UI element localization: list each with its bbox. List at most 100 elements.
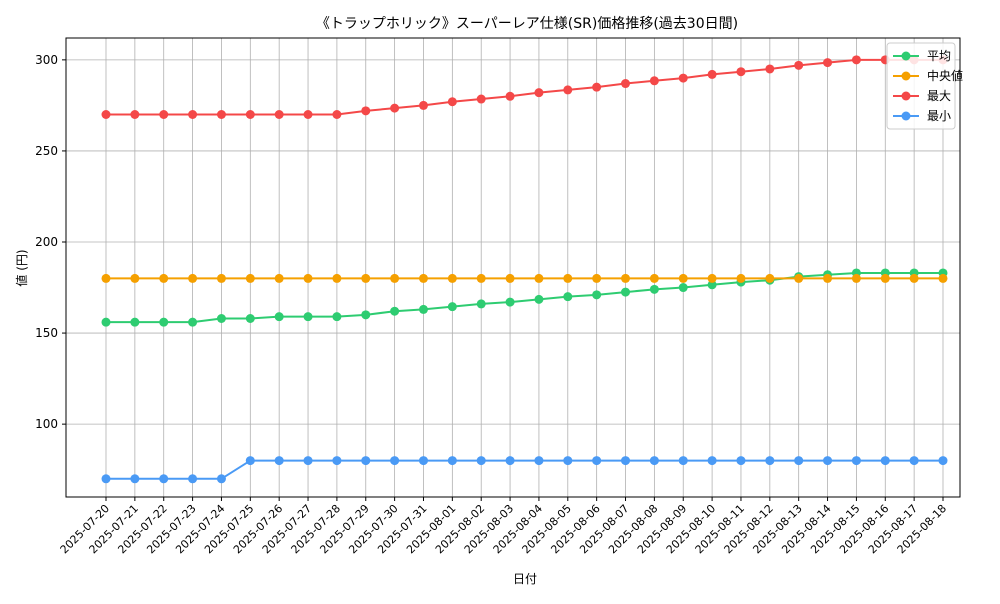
legend-swatch-marker [901, 91, 911, 101]
series-line-平均 [106, 271, 943, 324]
data-point-最小 [101, 474, 111, 484]
data-point-平均 [245, 314, 255, 323]
data-point-平均 [649, 284, 659, 294]
data-point-中央値 [130, 273, 140, 283]
series-line-最大 [106, 58, 943, 116]
chart-title: 《トラップホリック》スーパーレア仕様(SR)価格推移(過去30日間) [316, 16, 738, 32]
data-point-平均 [418, 304, 428, 314]
data-point-最大 [159, 110, 169, 119]
data-point-中央値 [418, 273, 428, 283]
data-point-最小 [909, 456, 919, 466]
data-point-中央値 [794, 273, 804, 283]
data-point-平均 [621, 287, 631, 297]
data-point-最小 [765, 456, 775, 466]
x-axis-label: 日付 [513, 572, 537, 586]
data-point-中央値 [649, 273, 659, 283]
data-point-最大 [765, 64, 775, 74]
data-point-最大 [130, 110, 140, 119]
data-point-平均 [101, 317, 111, 327]
data-point-平均 [332, 312, 342, 322]
data-point-最小 [621, 456, 631, 466]
data-point-最大 [678, 73, 688, 83]
data-point-最小 [216, 474, 226, 484]
data-point-中央値 [216, 273, 226, 283]
data-point-平均 [447, 302, 457, 312]
data-point-最小 [794, 456, 804, 466]
data-point-中央値 [851, 273, 861, 283]
data-point-最小 [534, 456, 544, 466]
legend-box [886, 42, 956, 130]
data-point-平均 [303, 312, 313, 322]
data-point-最小 [649, 456, 659, 466]
data-point-最大 [303, 110, 313, 119]
data-point-最小 [563, 456, 573, 466]
data-point-平均 [592, 290, 602, 300]
data-point-中央値 [188, 273, 198, 283]
data-point-平均 [390, 306, 400, 316]
data-point-最大 [592, 82, 602, 92]
data-point-最大 [447, 97, 457, 107]
data-point-最小 [851, 456, 861, 466]
data-point-最大 [188, 110, 198, 119]
data-point-最小 [274, 456, 284, 466]
data-point-中央値 [534, 273, 544, 283]
data-point-中央値 [736, 273, 746, 283]
data-point-平均 [707, 280, 717, 290]
data-point-最小 [303, 456, 313, 466]
data-point-最小 [245, 456, 255, 466]
series-layer [101, 55, 948, 484]
series-line-最小 [106, 459, 943, 480]
data-point-中央値 [274, 273, 284, 283]
y-tick-label: 100 [35, 417, 58, 431]
data-point-中央値 [707, 273, 717, 283]
data-point-最大 [274, 110, 284, 119]
data-point-平均 [274, 312, 284, 322]
data-point-平均 [216, 314, 226, 323]
y-tick-label: 200 [35, 235, 58, 249]
data-point-中央値 [332, 273, 342, 283]
data-point-中央値 [361, 273, 371, 283]
data-point-最小 [447, 456, 457, 466]
data-point-中央値 [563, 273, 573, 283]
data-point-中央値 [823, 273, 833, 283]
data-point-最大 [563, 85, 573, 95]
data-point-最小 [188, 474, 198, 484]
data-point-最大 [476, 94, 486, 104]
data-point-最小 [736, 456, 746, 466]
data-point-中央値 [938, 273, 948, 283]
data-point-最大 [245, 110, 255, 119]
data-point-最大 [649, 76, 659, 86]
data-point-最小 [332, 456, 342, 466]
data-point-最小 [159, 474, 169, 484]
data-point-最大 [101, 110, 111, 119]
data-point-最小 [707, 456, 717, 466]
data-point-中央値 [678, 273, 688, 283]
data-point-最小 [130, 474, 140, 484]
y-axis-label: 値 (円) [14, 249, 29, 286]
data-point-最大 [851, 55, 861, 65]
data-point-最小 [880, 456, 890, 466]
data-point-中央値 [765, 273, 775, 283]
data-point-平均 [130, 317, 140, 327]
data-point-最大 [794, 60, 804, 70]
legend-label: 平均 [927, 49, 951, 63]
data-point-最大 [736, 67, 746, 77]
data-point-中央値 [390, 273, 400, 283]
data-point-中央値 [505, 273, 515, 283]
data-point-最大 [707, 69, 717, 79]
data-point-中央値 [159, 273, 169, 283]
y-tick-label: 300 [35, 53, 58, 67]
legend-label: 最小 [927, 109, 951, 123]
data-point-最大 [216, 110, 226, 119]
data-point-最大 [361, 106, 371, 116]
data-point-平均 [188, 317, 198, 327]
data-point-最小 [505, 456, 515, 466]
legend-label: 中央値 [927, 68, 963, 83]
data-point-最小 [592, 456, 602, 466]
data-point-最大 [418, 100, 428, 110]
legend-swatch-marker [901, 51, 911, 61]
data-point-中央値 [303, 273, 313, 283]
